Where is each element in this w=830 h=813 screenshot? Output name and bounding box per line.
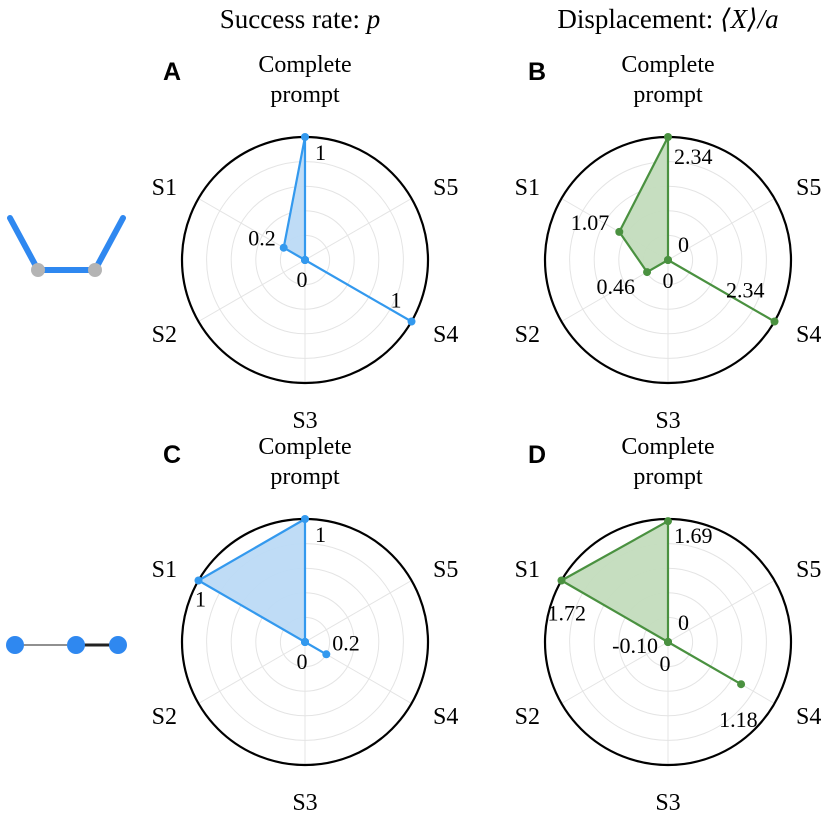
axis-label-complete: Complete bbox=[621, 52, 714, 78]
radar-panel-b: B Complete prompt S1 S2 S3 S4 S5 2.34 1.07 0.46 00 2… bbox=[515, 52, 822, 434]
grid-spoke bbox=[561, 641, 669, 704]
axis-label-s3: S3 bbox=[655, 408, 680, 434]
axis-label-s1: S1 bbox=[152, 175, 177, 201]
axis-label-prompt: prompt bbox=[270, 82, 340, 108]
axis-label-s5: S5 bbox=[433, 557, 458, 583]
axis-label-s2: S2 bbox=[152, 704, 177, 730]
radar-point-complete-prompt bbox=[664, 517, 672, 526]
value-label: -0.10 bbox=[612, 633, 658, 658]
axis-label-s4: S4 bbox=[433, 322, 458, 348]
value-label: 0 bbox=[297, 267, 308, 292]
radar-point-s5 bbox=[301, 256, 309, 264]
column-title-success-rate: Success rate: p bbox=[220, 4, 380, 34]
radar-point-s1 bbox=[194, 576, 203, 585]
axis-label-s2: S2 bbox=[515, 322, 540, 348]
axis-label-complete: Complete bbox=[258, 52, 351, 78]
radar-point-s4 bbox=[322, 650, 331, 659]
radar-panel-a: A Complete prompt S1 S2 S3 S4 S5 1 0.2 0 1 bbox=[152, 52, 459, 434]
grid-spoke bbox=[304, 580, 412, 643]
radar-point-complete-prompt bbox=[664, 133, 672, 141]
axis-label-prompt: prompt bbox=[633, 464, 703, 490]
value-label: 1 bbox=[195, 587, 206, 612]
value-label: 1 bbox=[391, 288, 402, 313]
radar-point-s5 bbox=[664, 256, 672, 264]
value-label: 1.07 bbox=[571, 210, 610, 235]
grid-spoke bbox=[198, 641, 306, 704]
radar-point-s5 bbox=[664, 638, 672, 646]
axis-label-s1: S1 bbox=[515, 175, 540, 201]
radar-panel-c: C Complete prompt S1 S2 S3 S4 S5 1 1 0 0.2 bbox=[152, 434, 459, 813]
value-label: 1.72 bbox=[547, 601, 586, 626]
axis-label-s2: S2 bbox=[515, 704, 540, 730]
axis-label-s4: S4 bbox=[433, 704, 458, 730]
grid-spoke bbox=[198, 259, 306, 322]
column-title-displacement: Displacement: ⟨X⟩/a bbox=[557, 4, 778, 34]
radar-point-s1 bbox=[557, 576, 566, 585]
radar-series-area bbox=[560, 519, 743, 686]
value-label: 0 bbox=[678, 610, 689, 635]
grid-spoke bbox=[304, 198, 412, 261]
value-label: 1.69 bbox=[674, 523, 713, 548]
radar-point-complete-prompt bbox=[301, 133, 309, 141]
grid-spoke bbox=[667, 198, 775, 261]
axis-label-s4: S4 bbox=[796, 322, 821, 348]
value-label: 1 bbox=[315, 140, 326, 165]
grid-spoke bbox=[667, 580, 775, 643]
value-label: 1 bbox=[315, 522, 326, 547]
value-label: 1.18 bbox=[719, 707, 758, 732]
panel-letter: A bbox=[163, 58, 181, 86]
axis-label-complete: Complete bbox=[621, 434, 714, 460]
radar-point-s4 bbox=[407, 317, 416, 326]
three-ball-chain-icon bbox=[6, 636, 127, 654]
value-label: 0.2 bbox=[332, 630, 360, 655]
radar-point-s4 bbox=[737, 680, 746, 689]
radar-point-complete-prompt bbox=[301, 515, 309, 523]
value-label: 2.34 bbox=[726, 278, 765, 303]
axis-label-s2: S2 bbox=[152, 322, 177, 348]
value-label: 0 bbox=[678, 232, 689, 257]
axis-label-s1: S1 bbox=[515, 557, 540, 583]
radar-point-s1 bbox=[615, 227, 624, 236]
radar-panel-d: D CompletepromptS1S2S3S4S51.691.72-0.1000… bbox=[515, 434, 822, 813]
axis-label-s5: S5 bbox=[433, 175, 458, 201]
axis-label-complete: Complete bbox=[258, 434, 351, 460]
radar-point-s5 bbox=[301, 638, 309, 646]
axis-label-s3: S3 bbox=[292, 790, 317, 813]
radar-series-area bbox=[197, 517, 328, 656]
axis-label-s5: S5 bbox=[796, 557, 821, 583]
v-shaped-linkage-icon bbox=[7, 215, 126, 277]
axis-label-s3: S3 bbox=[292, 408, 317, 434]
radar-point-s1 bbox=[279, 243, 288, 252]
radar-series-area bbox=[282, 135, 413, 323]
value-label: 0.46 bbox=[597, 274, 636, 299]
axis-label-s1: S1 bbox=[152, 557, 177, 583]
panel-letter: C bbox=[163, 441, 181, 469]
value-label: 0 bbox=[297, 649, 308, 674]
value-label: 0.2 bbox=[248, 226, 276, 251]
panel-letter: B bbox=[528, 58, 546, 86]
axis-label-s3: S3 bbox=[655, 790, 680, 813]
axis-label-s5: S5 bbox=[796, 175, 821, 201]
axis-label-prompt: prompt bbox=[633, 82, 703, 108]
axis-label-s4: S4 bbox=[796, 704, 821, 730]
value-label: 2.34 bbox=[674, 144, 713, 169]
axis-label-prompt: prompt bbox=[270, 464, 340, 490]
radar-point-s2 bbox=[643, 268, 652, 277]
value-label: 0 bbox=[660, 651, 671, 676]
panel-letter: D bbox=[528, 441, 546, 469]
value-label: 0 bbox=[663, 268, 674, 293]
radar-point-s4 bbox=[770, 317, 779, 326]
